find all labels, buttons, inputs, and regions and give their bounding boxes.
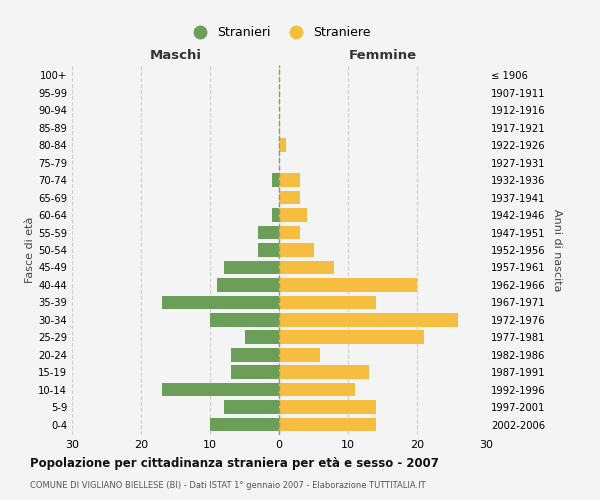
Bar — [279, 296, 376, 309]
Y-axis label: Anni di nascita: Anni di nascita — [552, 209, 562, 291]
Y-axis label: Fasce di età: Fasce di età — [25, 217, 35, 283]
Bar — [279, 226, 300, 239]
Bar — [162, 296, 279, 309]
Bar — [279, 330, 424, 344]
Bar — [279, 208, 307, 222]
Bar — [245, 330, 279, 344]
Bar — [224, 260, 279, 274]
Bar — [224, 400, 279, 414]
Bar — [279, 400, 376, 414]
Bar — [279, 418, 376, 432]
Bar — [259, 226, 279, 239]
Bar — [279, 366, 369, 379]
Bar — [279, 313, 458, 326]
Text: Maschi: Maschi — [149, 48, 202, 62]
Bar — [210, 418, 279, 432]
Bar — [279, 383, 355, 396]
Bar — [279, 278, 417, 291]
Text: Femmine: Femmine — [349, 48, 416, 62]
Bar — [279, 191, 300, 204]
Bar — [230, 348, 279, 362]
Bar — [217, 278, 279, 291]
Bar — [279, 138, 286, 152]
Bar — [259, 243, 279, 257]
Bar — [162, 383, 279, 396]
Bar — [279, 243, 314, 257]
Bar — [272, 174, 279, 187]
Legend: Stranieri, Straniere: Stranieri, Straniere — [182, 22, 376, 44]
Bar — [272, 208, 279, 222]
Bar — [230, 366, 279, 379]
Bar — [279, 348, 320, 362]
Bar — [279, 174, 300, 187]
Text: Popolazione per cittadinanza straniera per età e sesso - 2007: Popolazione per cittadinanza straniera p… — [30, 458, 439, 470]
Text: COMUNE DI VIGLIANO BIELLESE (BI) - Dati ISTAT 1° gennaio 2007 - Elaborazione TUT: COMUNE DI VIGLIANO BIELLESE (BI) - Dati … — [30, 480, 425, 490]
Bar — [210, 313, 279, 326]
Bar — [279, 260, 334, 274]
